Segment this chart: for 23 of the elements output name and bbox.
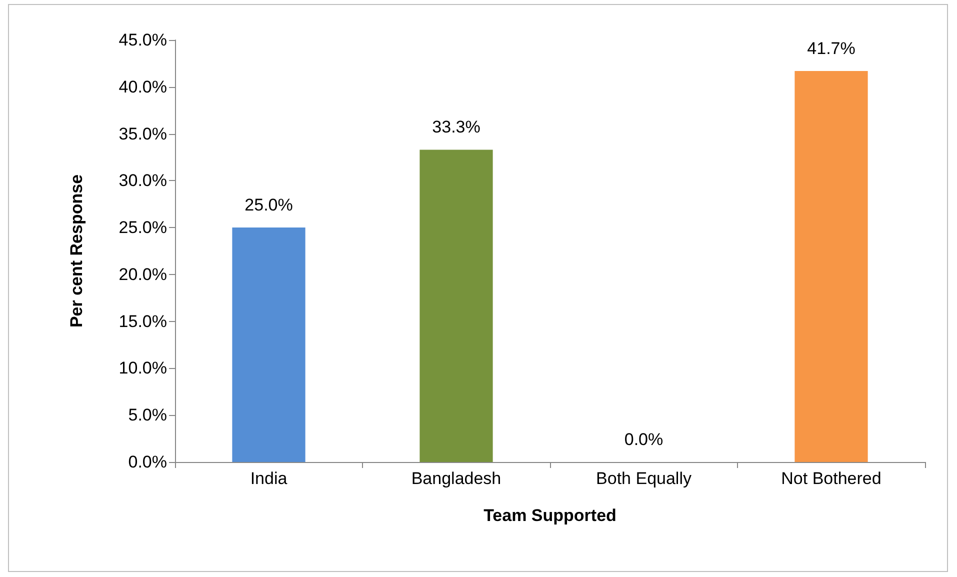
data-label: 33.3% xyxy=(432,118,480,137)
bar xyxy=(794,70,868,462)
y-tick-label: 10.0% xyxy=(118,358,167,378)
data-label: 0.0% xyxy=(624,430,664,449)
y-tick-label: 0.0% xyxy=(128,452,167,472)
y-tick-label: 45.0% xyxy=(118,30,167,50)
bar xyxy=(232,228,306,462)
y-axis-title: Per cent Response xyxy=(67,174,86,328)
y-tick-label: 15.0% xyxy=(118,312,167,331)
y-tick-label: 25.0% xyxy=(118,218,167,238)
data-label: 25.0% xyxy=(244,196,293,215)
y-tick-label: 30.0% xyxy=(118,171,167,190)
y-tick-label: 5.0% xyxy=(128,406,167,425)
data-label: 41.7% xyxy=(807,38,856,58)
y-tick-label: 40.0% xyxy=(118,77,167,96)
x-tick-label: Both Equally xyxy=(596,469,692,488)
x-tick-label: Not Bothered xyxy=(781,469,882,488)
x-axis-title: Team Supported xyxy=(484,506,616,525)
x-tick-label: Bangladesh xyxy=(411,469,502,488)
x-tick-label: India xyxy=(250,469,288,488)
y-tick-label: 35.0% xyxy=(118,124,167,144)
y-tick-label: 20.0% xyxy=(118,264,167,284)
bar xyxy=(420,150,493,462)
